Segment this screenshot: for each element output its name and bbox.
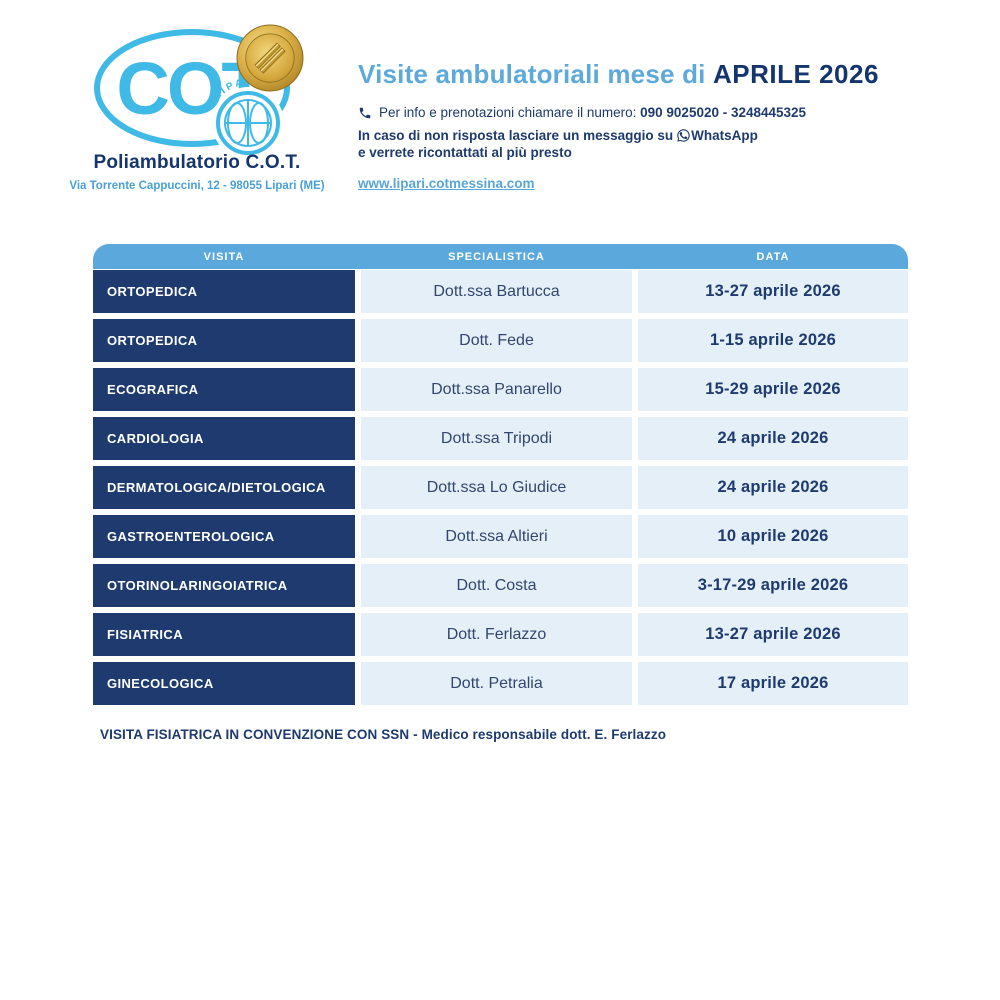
table-cell-data: 3-17-29 aprile 2026 [638,564,908,607]
column-header-visita: VISITA [203,250,245,263]
table-cell-data: 13-27 aprile 2026 [638,270,908,313]
table-cell-visita: CARDIOLOGIA [93,417,355,460]
table-cell-specialista: Dott. Ferlazzo [361,613,632,656]
table-cell-visita: DERMATOLOGICA/DIETOLOGICA [93,466,355,509]
table-cell-visita: OTORINOLARINGOIATRICA [93,564,355,607]
phone-line: Per info e prenotazioni chiamare il nume… [358,105,938,120]
table-cell-data: 24 aprile 2026 [638,417,908,460]
column-header-specialistica: SPECIALISTICA [448,250,545,263]
message-whatsapp-label: WhatsApp [691,128,758,143]
table-cell-data: 1-15 aprile 2026 [638,319,908,362]
table-cell-visita: ORTOPEDICA [93,319,355,362]
title-prefix: Visite ambulatoriali mese di [358,59,714,89]
column-header-data: DATA [756,250,790,263]
whatsapp-message: In caso di non risposta lasciare un mess… [358,127,938,161]
phone-label: Per info e prenotazioni chiamare il nume… [379,105,641,120]
table-cell-visita: GASTROENTEROLOGICA [93,515,355,558]
table-cell-visita: ORTOPEDICA [93,270,355,313]
table-cell-specialista: Dott.ssa Tripodi [361,417,632,460]
table-header: VISITA SPECIALISTICA DATA [93,244,908,269]
schedule-table: VISITA SPECIALISTICA DATA ORTOPEDICA Dot… [93,244,908,705]
org-address: Via Torrente Cappuccini, 12 - 98055 Lipa… [69,180,325,192]
title-month: APRILE 2026 [713,59,879,89]
table-cell-specialista: Dott. Costa [361,564,632,607]
org-name: Poliambulatorio C.O.T. [93,152,301,173]
table-cell-specialista: Dott.ssa Altieri [361,515,632,558]
table-cell-data: 24 aprile 2026 [638,466,908,509]
table-cell-data: 17 aprile 2026 [638,662,908,705]
table-cell-visita: ECOGRAFICA [93,368,355,411]
message-line2: e verrete ricontattati al più presto [358,145,572,160]
table-cell-specialista: Dott.ssa Lo Giudice [361,466,632,509]
table-cell-specialista: Dott. Fede [361,319,632,362]
table-cell-data: 15-29 aprile 2026 [638,368,908,411]
table-cell-data: 10 aprile 2026 [638,515,908,558]
table-body: ORTOPEDICA Dott.ssa Bartucca 13-27 april… [93,270,908,705]
website-link[interactable]: www.lipari.cotmessina.com [358,176,535,191]
footer-note: VISITA FISIATRICA IN CONVENZIONE CON SSN… [100,727,667,742]
phone-text: Per info e prenotazioni chiamare il nume… [379,105,806,120]
table-cell-data: 13-27 aprile 2026 [638,613,908,656]
gold-seal-icon [236,24,304,92]
table-cell-visita: GINECOLOGICA [93,662,355,705]
table-cell-visita: FISIATRICA [93,613,355,656]
table-cell-specialista: Dott.ssa Bartucca [361,270,632,313]
wheel-icon [224,99,272,147]
phone-icon [359,107,371,118]
table-cell-specialista: Dott. Petralia [361,662,632,705]
message-line1: In caso di non risposta lasciare un mess… [358,128,674,143]
phone-numbers: 090 9025020 - 3248445325 [640,105,807,120]
info-block: Visite ambulatoriali mese di APRILE 2026… [358,58,938,193]
page-title: Visite ambulatoriali mese di APRILE 2026 [358,58,938,90]
table-cell-specialista: Dott.ssa Panarello [361,368,632,411]
whatsapp-icon [677,129,690,142]
